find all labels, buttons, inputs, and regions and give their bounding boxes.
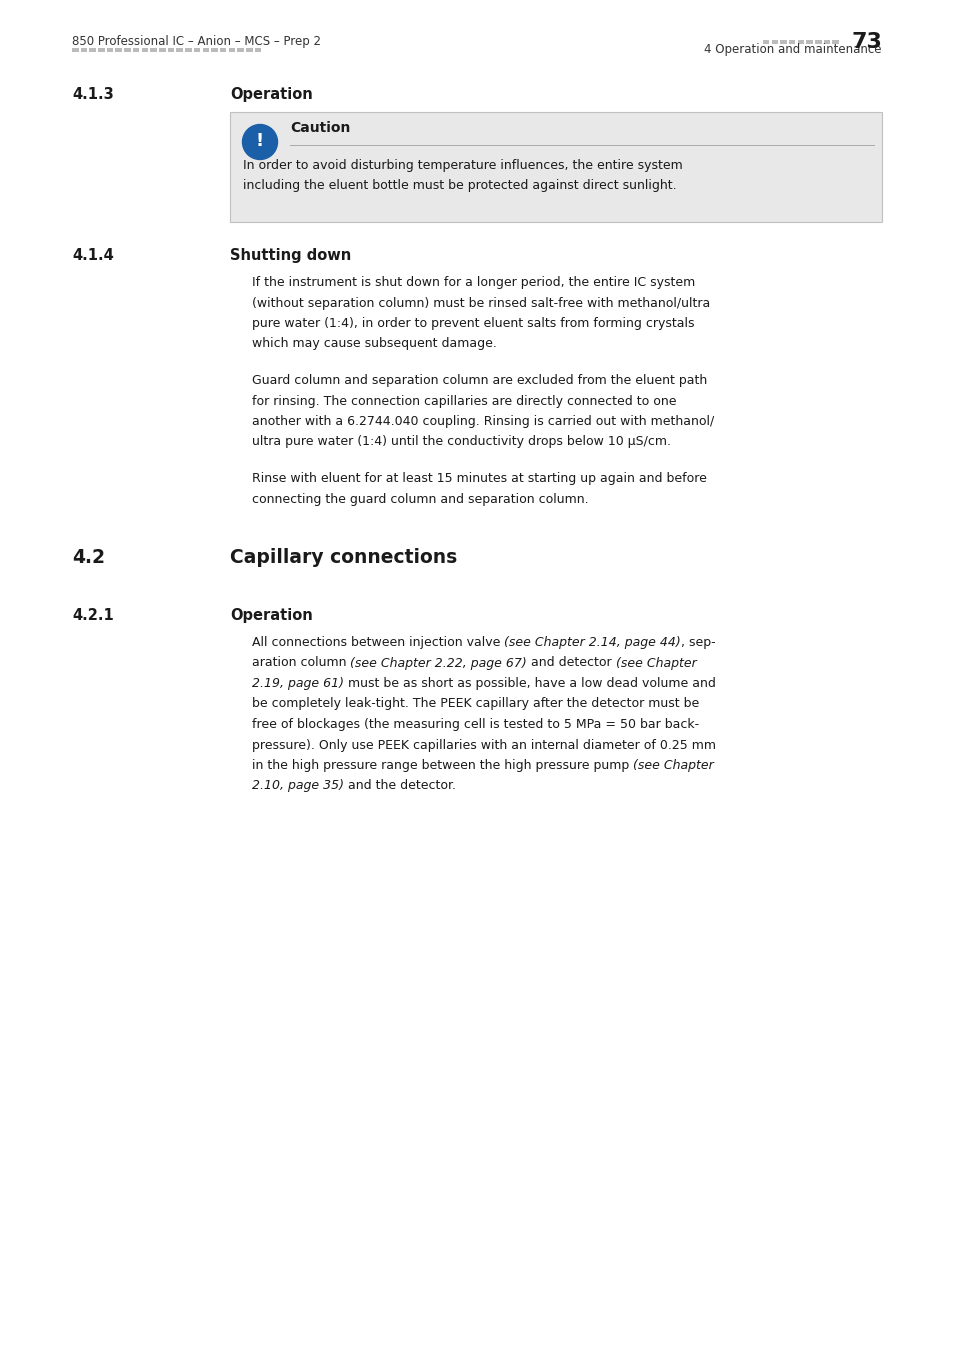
Circle shape bbox=[242, 124, 277, 159]
Bar bbox=[202, 49, 209, 53]
Bar bbox=[780, 40, 786, 45]
Bar bbox=[797, 40, 803, 45]
Bar bbox=[90, 49, 96, 53]
Text: pressure). Only use PEEK capillaries with an internal diameter of 0.25 mm: pressure). Only use PEEK capillaries wit… bbox=[252, 738, 716, 752]
Text: which may cause subsequent damage.: which may cause subsequent damage. bbox=[252, 338, 497, 351]
Text: Operation: Operation bbox=[230, 86, 313, 103]
Text: 850 Professional IC – Anion – MCS – Prep 2: 850 Professional IC – Anion – MCS – Prep… bbox=[71, 35, 320, 49]
Bar bbox=[762, 40, 768, 45]
Text: All connections between injection valve: All connections between injection valve bbox=[252, 636, 504, 649]
Bar bbox=[220, 49, 226, 53]
Bar bbox=[832, 40, 838, 45]
Bar bbox=[107, 49, 113, 53]
Bar bbox=[246, 49, 253, 53]
Bar bbox=[254, 49, 261, 53]
Text: (see Chapter: (see Chapter bbox=[633, 759, 713, 772]
Text: including the eluent bottle must be protected against direct sunlight.: including the eluent bottle must be prot… bbox=[243, 180, 676, 193]
Bar bbox=[185, 49, 192, 53]
Text: and detector: and detector bbox=[527, 656, 616, 670]
Text: Guard column and separation column are excluded from the eluent path: Guard column and separation column are e… bbox=[252, 374, 706, 387]
Bar bbox=[115, 49, 122, 53]
Text: Caution: Caution bbox=[290, 122, 350, 135]
Text: connecting the guard column and separation column.: connecting the guard column and separati… bbox=[252, 493, 588, 505]
Text: Capillary connections: Capillary connections bbox=[230, 548, 456, 567]
Bar bbox=[823, 40, 829, 45]
Text: (without separation column) must be rinsed salt-free with methanol/ultra: (without separation column) must be rins… bbox=[252, 297, 709, 309]
Bar bbox=[132, 49, 139, 53]
Text: (see Chapter 2.14, page 44): (see Chapter 2.14, page 44) bbox=[504, 636, 680, 649]
Text: (see Chapter 2.22, page 67): (see Chapter 2.22, page 67) bbox=[350, 656, 527, 670]
Bar bbox=[151, 49, 156, 53]
Text: Shutting down: Shutting down bbox=[230, 248, 351, 263]
Text: be completely leak-tight. The PEEK capillary after the detector must be: be completely leak-tight. The PEEK capil… bbox=[252, 698, 699, 710]
Text: Operation: Operation bbox=[230, 608, 313, 622]
Bar bbox=[124, 49, 131, 53]
Text: aration column: aration column bbox=[252, 656, 350, 670]
Text: 73: 73 bbox=[850, 32, 882, 53]
Text: and the detector.: and the detector. bbox=[344, 779, 456, 792]
Bar bbox=[81, 49, 87, 53]
Bar bbox=[193, 49, 200, 53]
Bar bbox=[814, 40, 821, 45]
Text: (see Chapter: (see Chapter bbox=[616, 656, 696, 670]
Text: In order to avoid disturbing temperature influences, the entire system: In order to avoid disturbing temperature… bbox=[243, 159, 682, 171]
Text: , sep-: , sep- bbox=[680, 636, 715, 649]
Bar bbox=[229, 49, 234, 53]
Text: pure water (1:4), in order to prevent eluent salts from forming crystals: pure water (1:4), in order to prevent el… bbox=[252, 317, 694, 329]
Text: 4 Operation and maintenance: 4 Operation and maintenance bbox=[703, 43, 882, 55]
Text: 4.1.3: 4.1.3 bbox=[71, 86, 113, 103]
Bar bbox=[788, 40, 795, 45]
Bar bbox=[176, 49, 183, 53]
Text: If the instrument is shut down for a longer period, the entire IC system: If the instrument is shut down for a lon… bbox=[252, 275, 695, 289]
Bar bbox=[159, 49, 165, 53]
Text: 4.2: 4.2 bbox=[71, 548, 105, 567]
Bar bbox=[168, 49, 174, 53]
Bar bbox=[805, 40, 812, 45]
Bar bbox=[98, 49, 105, 53]
Text: in the high pressure range between the high pressure pump: in the high pressure range between the h… bbox=[252, 759, 633, 772]
Text: must be as short as possible, have a low dead volume and: must be as short as possible, have a low… bbox=[344, 676, 715, 690]
Text: free of blockages (the measuring cell is tested to 5 MPa = 50 bar back-: free of blockages (the measuring cell is… bbox=[252, 718, 699, 730]
Bar bbox=[141, 49, 148, 53]
Bar bbox=[771, 40, 778, 45]
Text: 2.10, page 35): 2.10, page 35) bbox=[252, 779, 344, 792]
Text: 4.2.1: 4.2.1 bbox=[71, 608, 113, 622]
FancyBboxPatch shape bbox=[230, 112, 882, 221]
Bar bbox=[71, 49, 78, 53]
Bar bbox=[237, 49, 244, 53]
Text: !: ! bbox=[255, 132, 264, 150]
Text: Rinse with eluent for at least 15 minutes at starting up again and before: Rinse with eluent for at least 15 minute… bbox=[252, 472, 706, 485]
Bar bbox=[211, 49, 217, 53]
Text: for rinsing. The connection capillaries are directly connected to one: for rinsing. The connection capillaries … bbox=[252, 394, 676, 408]
Text: 2.19, page 61): 2.19, page 61) bbox=[252, 676, 344, 690]
Text: 4.1.4: 4.1.4 bbox=[71, 248, 113, 263]
Text: ultra pure water (1:4) until the conductivity drops below 10 μS/cm.: ultra pure water (1:4) until the conduct… bbox=[252, 436, 670, 448]
Text: another with a 6.2744.040 coupling. Rinsing is carried out with methanol/: another with a 6.2744.040 coupling. Rins… bbox=[252, 414, 714, 428]
